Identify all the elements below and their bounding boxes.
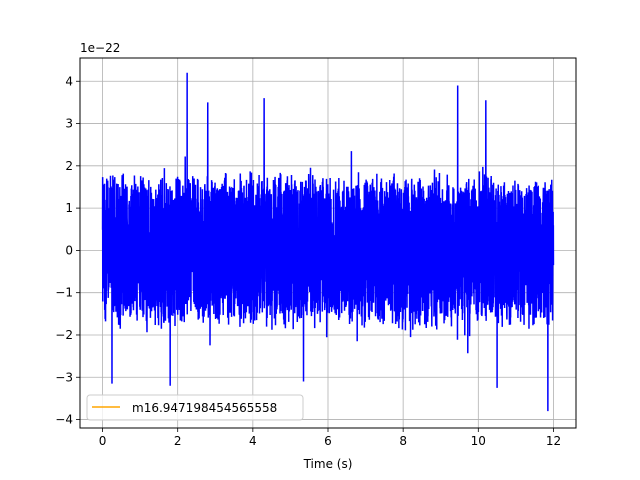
legend-box bbox=[86, 394, 304, 421]
x-tick-label: 2 bbox=[174, 434, 182, 448]
x-axis: 0 2 4 6 8 10 12 bbox=[99, 428, 561, 448]
x-tick-label: 12 bbox=[546, 434, 561, 448]
y-tick-label: −3 bbox=[55, 370, 73, 384]
legend-label: m16.947198454565558 bbox=[132, 401, 277, 415]
y-tick-label: 2 bbox=[65, 159, 73, 173]
x-tick-label: 0 bbox=[99, 434, 107, 448]
y-axis: −4 −3 −2 −1 0 1 2 3 4 bbox=[55, 74, 80, 427]
y-tick-label: 1 bbox=[65, 201, 73, 215]
x-tick-label: 6 bbox=[324, 434, 332, 448]
signal-line bbox=[101, 72, 555, 412]
x-axis-label: Time (s) bbox=[303, 457, 353, 471]
y-tick-label: −2 bbox=[55, 328, 73, 342]
y-tick-label: −4 bbox=[55, 413, 73, 427]
y-tick-label: 3 bbox=[65, 117, 73, 131]
y-tick-label: −1 bbox=[55, 286, 73, 300]
legend: m16.947198454565558 bbox=[86, 394, 304, 421]
y-scale-label: 1e−22 bbox=[80, 41, 120, 55]
x-tick-label: 4 bbox=[249, 434, 257, 448]
x-tick-label: 8 bbox=[399, 434, 407, 448]
y-tick-label: 0 bbox=[65, 243, 73, 257]
y-tick-label: 4 bbox=[65, 74, 73, 88]
series-layer bbox=[101, 72, 555, 412]
x-tick-label: 10 bbox=[471, 434, 486, 448]
